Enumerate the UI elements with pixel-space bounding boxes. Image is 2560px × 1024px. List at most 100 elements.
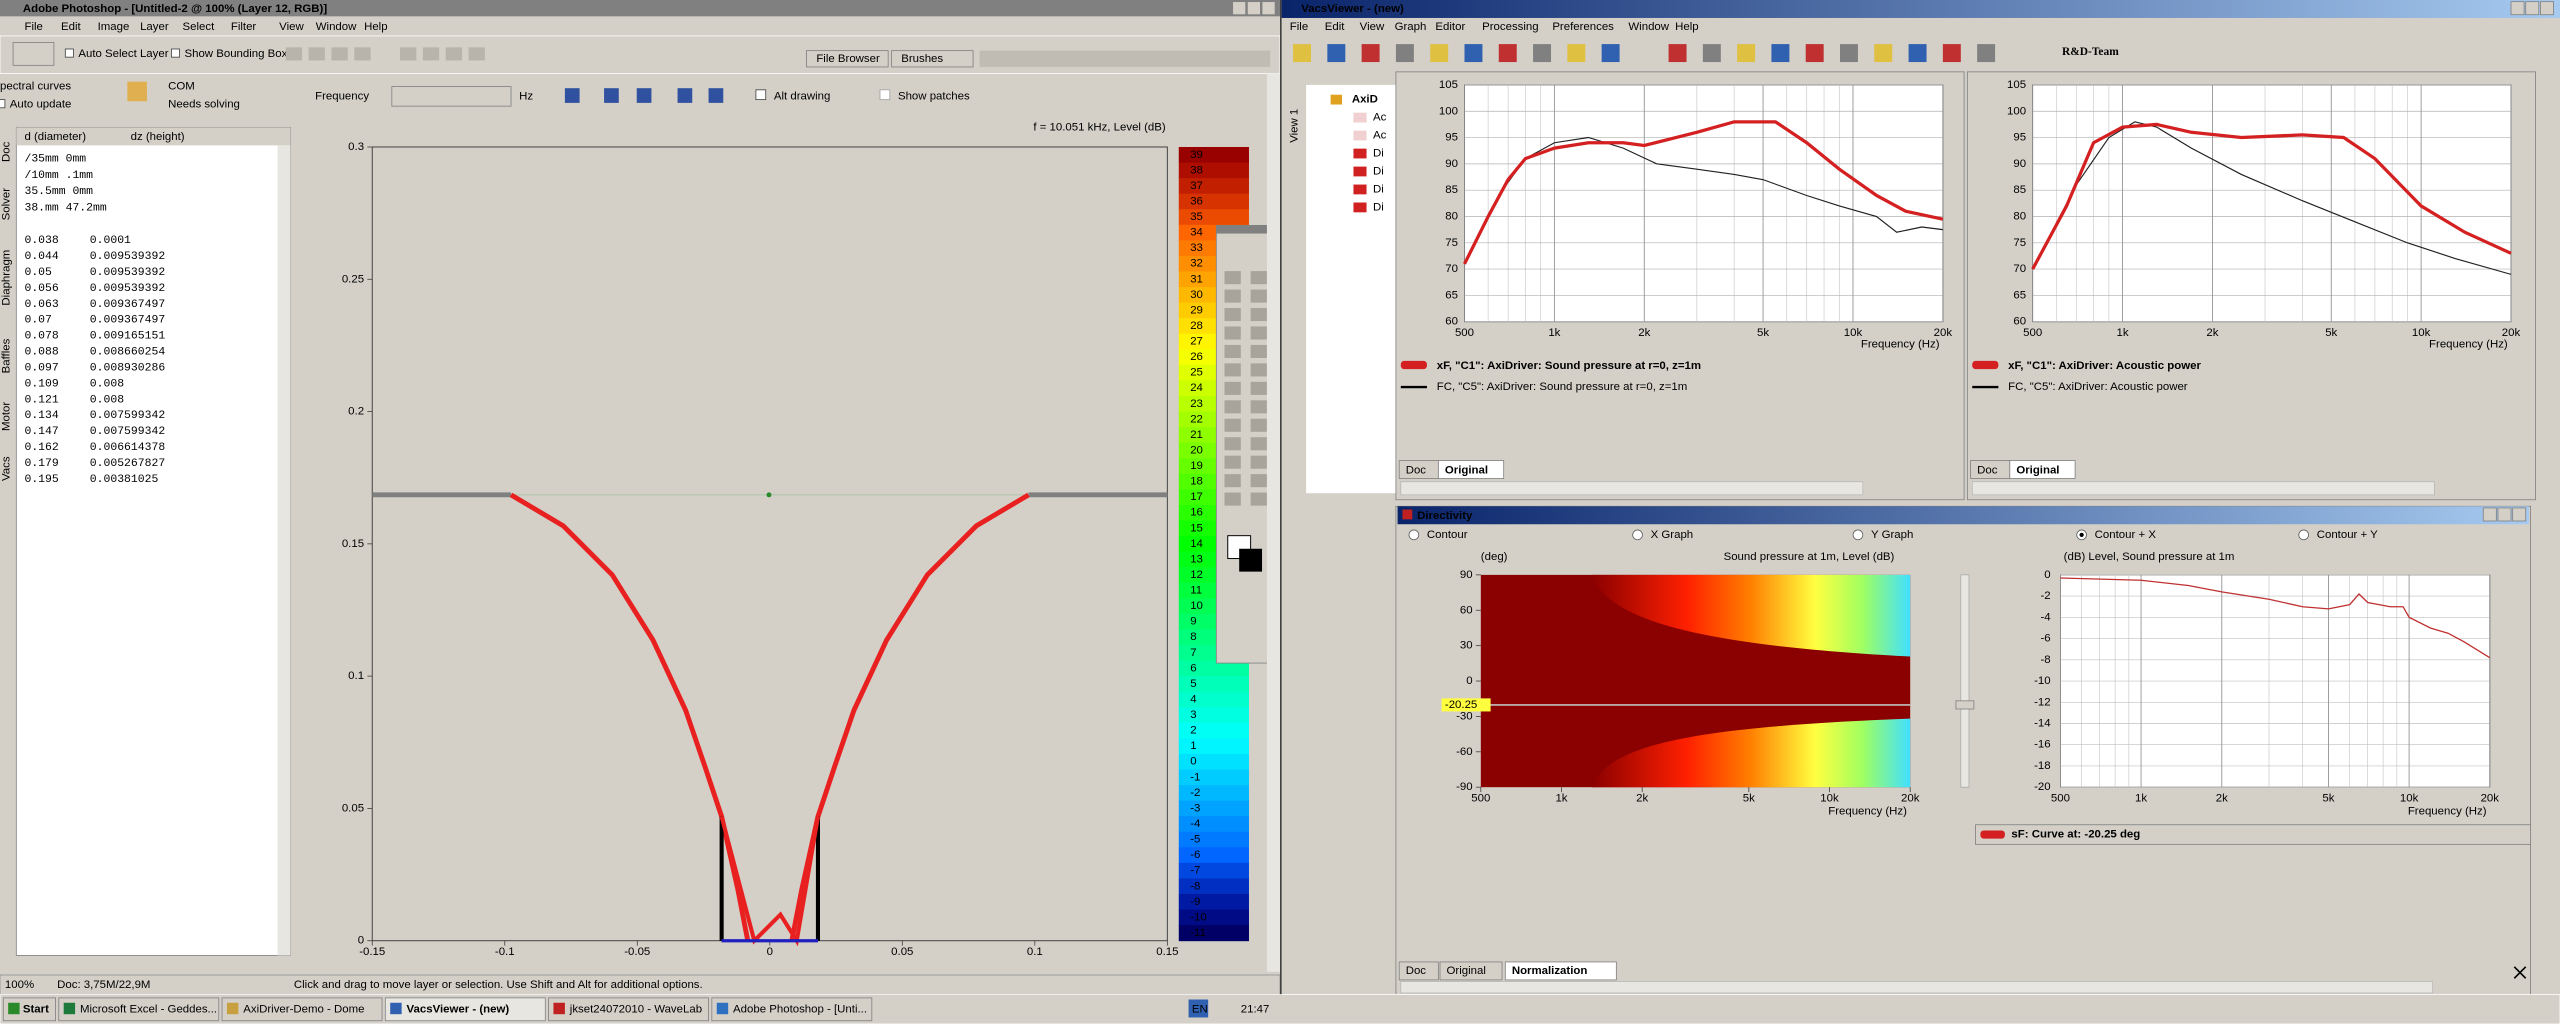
menu-item[interactable]: Processing [1482, 21, 1539, 33]
tool-preset[interactable] [12, 42, 55, 66]
radio[interactable] [1632, 529, 1643, 541]
tab[interactable] [1504, 961, 1617, 981]
menu-item[interactable]: File [1290, 21, 1308, 33]
tool-icon[interactable] [1250, 344, 1267, 358]
tool-icon[interactable] [1250, 455, 1267, 469]
slider-thumb[interactable] [1955, 700, 1975, 710]
tree-item[interactable]: Ac [1373, 130, 1387, 142]
menu-item[interactable]: Preferences [1552, 21, 1614, 33]
tool-icon[interactable] [1250, 381, 1267, 395]
tool-icon[interactable] [1250, 363, 1267, 377]
tool-icon[interactable] [1250, 271, 1267, 285]
side-tab[interactable]: Vacs [1, 456, 13, 481]
toolbar-button[interactable] [1464, 44, 1483, 63]
window-button[interactable] [1232, 1, 1247, 16]
menu-item[interactable]: Edit [61, 21, 82, 33]
menu-item[interactable]: Image [98, 21, 130, 33]
toolbar-button[interactable] [1668, 44, 1687, 63]
menu-item[interactable]: Help [364, 21, 387, 33]
menu-item[interactable]: Layer [140, 21, 169, 33]
toolbar-button[interactable] [1395, 44, 1414, 63]
tool-icon[interactable] [1224, 289, 1241, 303]
checkbox[interactable] [879, 89, 891, 101]
tool-icon[interactable] [1224, 437, 1241, 451]
window-button[interactable] [2510, 1, 2525, 16]
tree-item[interactable]: Ac [1373, 112, 1387, 124]
tool-icon[interactable] [1224, 492, 1241, 506]
task-button[interactable] [58, 997, 220, 1022]
tool-icon[interactable] [1250, 400, 1267, 414]
toolbar-button[interactable] [1327, 44, 1346, 63]
toolbar-button[interactable] [1533, 44, 1552, 63]
radio[interactable] [1852, 529, 1864, 541]
tab[interactable] [1398, 961, 1439, 981]
toolbar-button[interactable] [564, 88, 580, 103]
toolbar-button[interactable] [1601, 44, 1620, 63]
tool-icon[interactable] [1250, 418, 1267, 432]
toolbar-button[interactable] [1430, 44, 1449, 63]
side-tab[interactable]: Diaphragm [1, 250, 13, 306]
side-tab[interactable]: Motor [1, 402, 13, 431]
window-button[interactable] [2482, 507, 2497, 522]
task-button[interactable] [384, 997, 546, 1022]
window-button[interactable] [2512, 507, 2527, 522]
window-button[interactable] [1246, 1, 1261, 16]
tab[interactable] [1439, 961, 1503, 981]
toolbar-button[interactable] [1361, 44, 1380, 63]
toolbar-button[interactable] [604, 88, 619, 103]
side-tab[interactable]: Baffles [1, 338, 13, 373]
toolbar-button[interactable] [1840, 44, 1858, 63]
tool-icon[interactable] [1250, 474, 1267, 488]
tool-icon[interactable] [1250, 308, 1267, 322]
tool-icon[interactable] [1250, 437, 1267, 451]
toolbar-button[interactable] [1737, 44, 1756, 63]
palette-tab[interactable] [891, 50, 974, 68]
toolbar-button[interactable] [1567, 44, 1586, 63]
radio[interactable] [1408, 529, 1420, 541]
tab[interactable] [1437, 460, 1505, 479]
menu-item[interactable]: View [1360, 21, 1385, 33]
menu-item[interactable]: Editor [1435, 21, 1465, 33]
tool-icon[interactable] [1250, 289, 1267, 303]
checkbox[interactable] [755, 89, 767, 101]
menu-item[interactable]: Window [316, 21, 357, 33]
menu-item[interactable]: Help [1675, 21, 1698, 33]
toolbar-button[interactable] [1908, 44, 1927, 63]
checkbox[interactable] [171, 48, 180, 58]
toolbar-button[interactable] [1977, 44, 1996, 63]
side-tab[interactable]: Solver [1, 188, 13, 221]
tool-icon[interactable] [1224, 400, 1241, 414]
toolbar-button[interactable] [1805, 44, 1824, 63]
menu-item[interactable]: Window [1628, 21, 1669, 33]
task-button[interactable] [221, 997, 383, 1022]
tab[interactable] [2009, 460, 2076, 479]
tree-item[interactable]: Di [1373, 183, 1384, 195]
side-tab[interactable]: Doc [1, 141, 13, 162]
window-button[interactable] [2497, 507, 2512, 522]
tool-icon[interactable] [1224, 326, 1241, 340]
tool-icon[interactable] [1224, 418, 1241, 432]
toolbar-button[interactable] [1293, 44, 1312, 63]
tool-icon[interactable] [1224, 363, 1241, 377]
tool-icon[interactable] [1250, 492, 1267, 506]
tree-item[interactable]: Di [1373, 148, 1384, 160]
toolbar-button[interactable] [1702, 44, 1721, 63]
task-button[interactable] [548, 997, 709, 1022]
toolbar-button[interactable] [1874, 44, 1893, 63]
view-tab[interactable]: View 1 [1289, 109, 1301, 143]
checkbox[interactable] [0, 99, 6, 109]
menu-item[interactable]: Edit [1325, 21, 1346, 33]
checkbox[interactable] [64, 48, 74, 58]
menu-item[interactable]: File [24, 21, 42, 33]
tool-icon[interactable] [1224, 344, 1241, 358]
tool-icon[interactable] [1224, 308, 1241, 322]
toolbar-button[interactable] [1942, 44, 1961, 63]
menu-item[interactable]: Select [183, 21, 216, 33]
tree-item[interactable]: Di [1373, 201, 1384, 213]
radio[interactable] [2298, 529, 2309, 541]
tool-icon[interactable] [1224, 381, 1241, 395]
tool-icon[interactable] [1224, 455, 1241, 469]
toolbar-button[interactable] [677, 88, 693, 103]
toolbar-button[interactable] [1771, 44, 1790, 63]
toolbar-button[interactable] [708, 88, 724, 103]
